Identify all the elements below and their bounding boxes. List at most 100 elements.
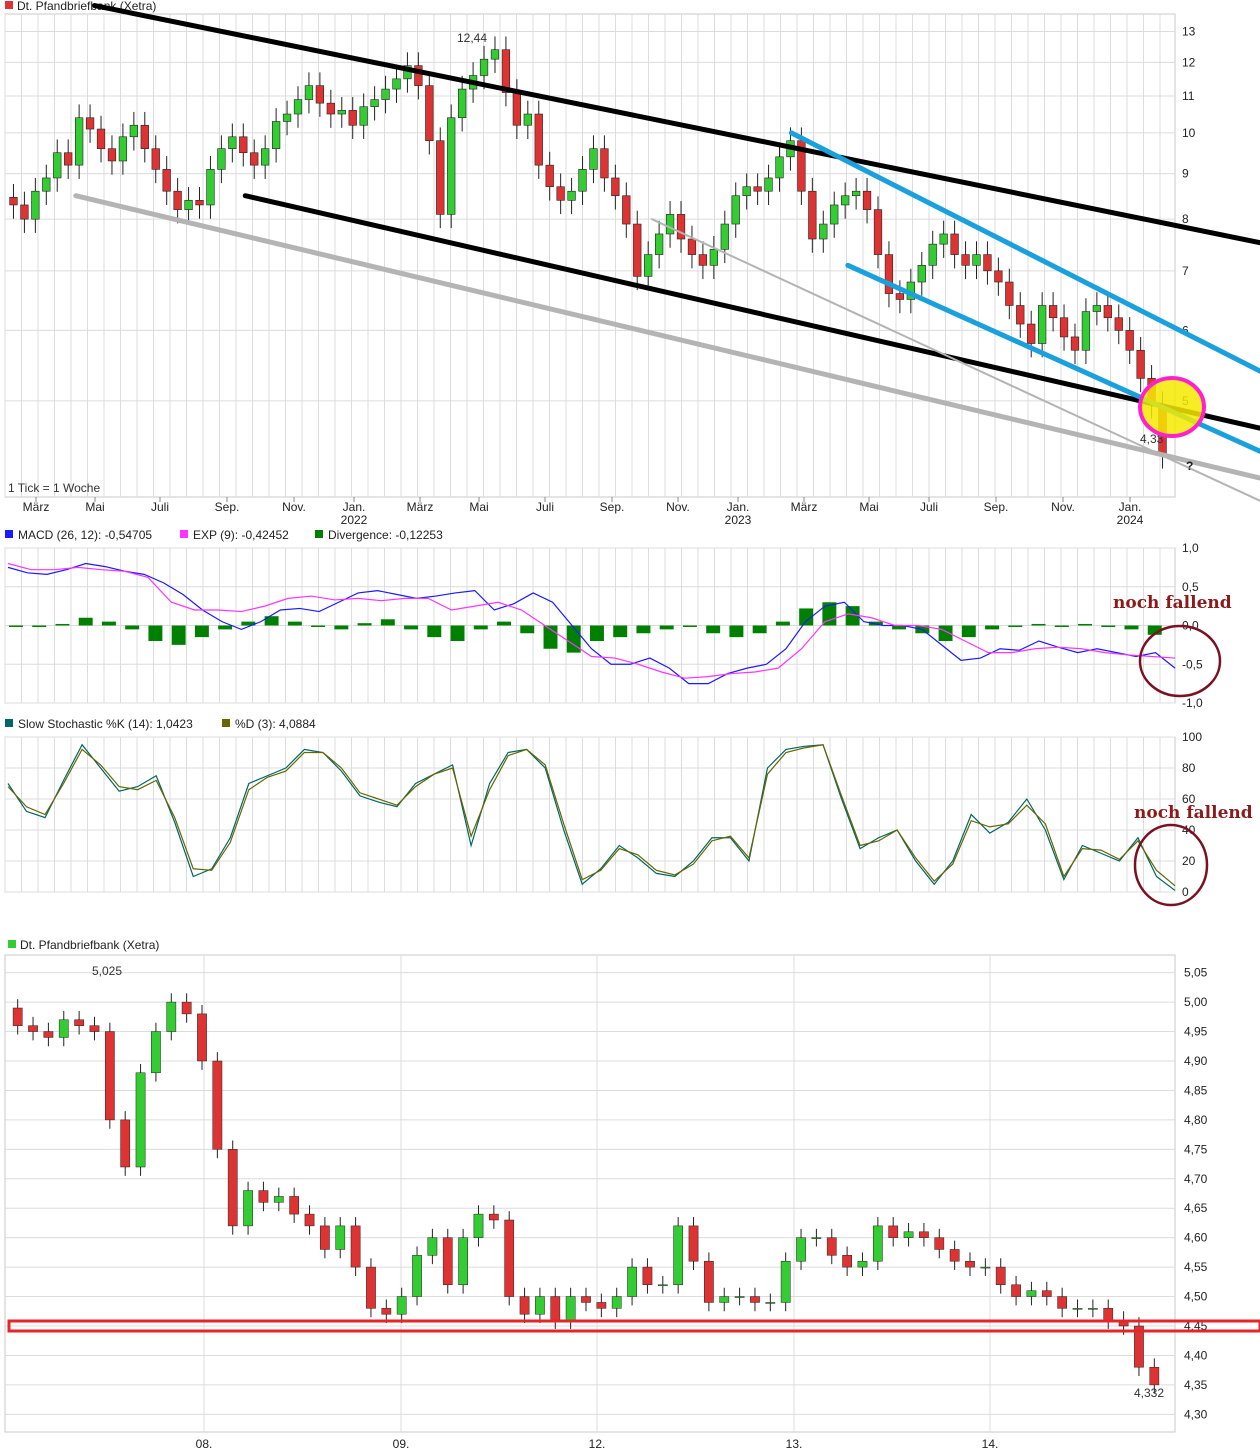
candle <box>1026 1290 1037 1297</box>
x-tick-label: Sep. <box>215 500 240 514</box>
divergence-bar <box>32 625 47 628</box>
x-tick-label: Sep. <box>600 500 625 514</box>
candle <box>458 1237 468 1286</box>
divergence-bar <box>1031 623 1046 626</box>
candle <box>258 1190 269 1203</box>
divergence-bar <box>845 606 860 626</box>
x-tick-label: 08. <box>196 1437 213 1451</box>
x-tick-label: 14. <box>982 1437 999 1451</box>
divergence-bar <box>404 625 419 630</box>
candle <box>1092 305 1101 312</box>
candle <box>939 233 948 245</box>
candle <box>734 1296 745 1298</box>
y-tick-label: 9 <box>1182 167 1189 181</box>
divergence-bar <box>148 625 163 641</box>
y-tick-label: 60 <box>1182 792 1196 806</box>
divergence-bar <box>427 625 442 638</box>
candle <box>1027 323 1036 344</box>
candle <box>1149 1366 1160 1386</box>
candle <box>657 1284 668 1287</box>
y-tick-label: 0,5 <box>1182 580 1199 594</box>
highlight-circle <box>1138 376 1206 438</box>
candle <box>811 1237 822 1239</box>
y-tick-label: 4,80 <box>1184 1113 1208 1127</box>
annotation-text: noch fallend <box>1134 803 1253 823</box>
candle <box>282 113 292 122</box>
y-tick-label: 4,40 <box>1184 1348 1208 1362</box>
candle <box>687 238 697 255</box>
candle <box>1072 1308 1083 1310</box>
x-year-label: 2024 <box>1117 513 1144 527</box>
divergence-bar <box>78 617 93 626</box>
divergence-bar <box>822 602 837 626</box>
divergence-bar <box>218 625 233 630</box>
candle <box>719 1296 730 1303</box>
candle <box>622 195 631 225</box>
candle <box>742 186 751 197</box>
candle <box>611 1296 622 1309</box>
candle <box>89 1025 100 1032</box>
candle <box>501 49 511 93</box>
y-tick-label: 20 <box>1182 854 1196 868</box>
legend-entry: Slow Stochastic %K (14): 1,0423 <box>18 717 193 731</box>
candle <box>425 85 434 142</box>
divergence-bar <box>241 621 256 626</box>
divergence-bar <box>9 625 23 627</box>
candle <box>934 1237 945 1250</box>
candle <box>826 1237 837 1256</box>
candle <box>293 99 303 115</box>
candle <box>96 128 106 149</box>
candle <box>447 117 456 215</box>
candle <box>545 164 554 188</box>
candle <box>490 49 500 60</box>
candle <box>780 1260 791 1303</box>
annotation-circle <box>1133 823 1209 907</box>
y-tick-label: 4,70 <box>1184 1172 1208 1186</box>
candle <box>118 136 128 162</box>
x-tick-label: Nov. <box>282 500 306 514</box>
tick-note: 1 Tick = 1 Woche <box>8 481 100 495</box>
candle <box>1125 330 1134 351</box>
y-tick-label: 0 <box>1182 885 1189 899</box>
candle <box>442 1237 453 1286</box>
candle <box>151 1031 161 1074</box>
candle <box>151 148 160 170</box>
candle <box>644 254 653 277</box>
candle <box>104 1031 115 1121</box>
y-tick-label: 12 <box>1182 55 1196 69</box>
x-tick-label: 13. <box>786 1437 803 1451</box>
candle <box>523 113 532 126</box>
candle <box>567 190 576 201</box>
trend-channel-line <box>845 262 1260 454</box>
divergence-bar <box>101 621 116 626</box>
support-box <box>7 1319 1260 1333</box>
x-tick-label: Mai <box>85 500 104 514</box>
divergence-bar <box>380 619 395 626</box>
intraday-panel-frame <box>4 954 1176 1433</box>
candle <box>320 1225 330 1250</box>
candle <box>12 1007 23 1026</box>
candle <box>704 1260 714 1303</box>
high-label: 5,025 <box>92 964 122 978</box>
candle <box>58 1019 69 1038</box>
candle <box>414 65 423 86</box>
divergence-bar <box>125 625 140 630</box>
candle <box>53 152 62 179</box>
candle <box>600 148 609 179</box>
candle <box>928 243 937 266</box>
x-tick-label: März <box>407 500 434 514</box>
candle <box>1059 317 1069 338</box>
candle <box>184 200 193 210</box>
candle <box>709 249 718 266</box>
candle <box>1103 1308 1114 1321</box>
candle <box>830 204 839 225</box>
candle <box>698 254 708 266</box>
candle <box>326 102 335 115</box>
candle <box>949 1249 960 1262</box>
x-year-label: 2023 <box>725 513 752 527</box>
x-tick-label: Jan. <box>727 500 750 514</box>
candle <box>765 1302 776 1304</box>
divergence-bar <box>357 623 372 626</box>
candle <box>304 85 314 100</box>
candle <box>366 1266 376 1309</box>
